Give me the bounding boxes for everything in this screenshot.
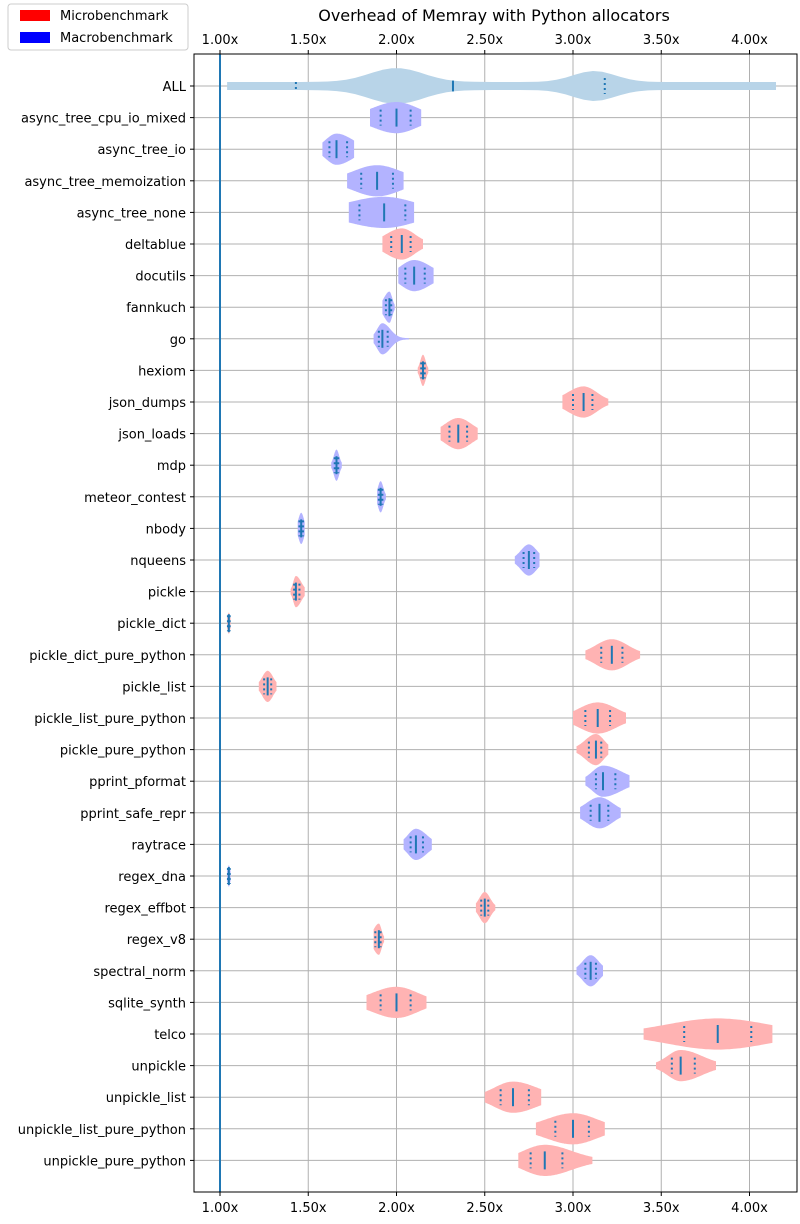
axis-ticks: 1.00x 1.00x 1.50x 1.50x 2.00x 2.00x 2.50x 2.50x… (18, 33, 768, 1216)
y-tick-label: async_tree_none (77, 206, 186, 221)
violin-unpickle_list_pure_python (535, 1113, 605, 1145)
x-tick-label: 3.00x (555, 1201, 592, 1216)
y-tick-label: pickle (148, 586, 186, 601)
x-tick-label: 2.50x (466, 33, 503, 48)
violin-pickle (290, 576, 305, 608)
y-tick-label: deltablue (125, 238, 186, 253)
y-tick-label: json_loads (117, 428, 186, 443)
y-tick-label: pickle_list (122, 680, 186, 695)
violin-json_dumps (562, 386, 609, 418)
violin-docutils (398, 260, 434, 292)
y-tick-label: json_dumps (108, 396, 186, 411)
x-tick-label: 3.50x (643, 1201, 680, 1216)
legend-swatch-macrobenchmark (20, 32, 50, 43)
plot-frame (193, 53, 798, 1193)
x-tick-label: 2.00x (378, 33, 415, 48)
violin-pickle_list_pure_python (573, 702, 626, 734)
y-tick-label: unpickle (131, 1060, 186, 1075)
y-tick-label: ALL (163, 80, 187, 95)
y-tick-label: raytrace (131, 838, 186, 853)
y-tick-label: regex_dna (118, 870, 186, 885)
chart-title: Overhead of Memray with Python allocator… (318, 6, 670, 25)
y-tick-label: pickle_list_pure_python (34, 712, 186, 727)
y-tick-label: pickle_pure_python (60, 744, 186, 759)
y-tick-label: pickle_dict (117, 617, 186, 632)
violins (219, 54, 777, 1192)
y-tick-label: async_tree_io (97, 143, 186, 158)
y-tick-label: async_tree_cpu_io_mixed (21, 112, 186, 127)
x-tick-label: 4.00x (731, 33, 768, 48)
violin-raytrace (403, 828, 432, 860)
violin-unpickle_pure_python (518, 1144, 593, 1176)
x-tick-label: 3.50x (643, 33, 680, 48)
violin-telco (643, 1018, 773, 1050)
y-tick-label: go (170, 333, 186, 348)
legend-box (7, 3, 189, 51)
y-tick-label: pprint_safe_repr (80, 807, 186, 822)
y-tick-label: meteor_contest (84, 491, 186, 506)
violin-async_tree_none (348, 196, 415, 228)
legend-swatch-microbenchmark (20, 10, 50, 21)
legend: Microbenchmark Macrobenchmark (7, 3, 189, 51)
y-tick-label: nbody (146, 522, 187, 537)
y-tick-label: pprint_pformat (89, 775, 186, 790)
x-tick-label: 2.50x (466, 1201, 503, 1216)
violin-ALL (227, 68, 777, 104)
y-tick-label: regex_v8 (127, 933, 186, 948)
violin-async_tree_io (322, 133, 355, 165)
y-tick-label: spectral_norm (93, 965, 186, 980)
y-tick-label: unpickle_list (106, 1091, 186, 1106)
y-tick-label: fannkuch (126, 301, 186, 316)
y-tick-label: telco (154, 1028, 186, 1043)
y-tick-label: docutils (135, 270, 186, 285)
legend-label-macrobenchmark: Macrobenchmark (60, 31, 173, 46)
violin-pickle_pure_python (576, 734, 609, 766)
legend-label-microbenchmark: Microbenchmark (60, 9, 169, 24)
violin-async_tree_memoization (347, 165, 404, 197)
violin-unpickle (656, 1050, 716, 1082)
x-tick-label: 1.50x (290, 1201, 327, 1216)
y-tick-label: regex_effbot (104, 902, 186, 917)
y-tick-label: sqlite_synth (108, 996, 186, 1011)
x-tick-label: 2.00x (378, 1201, 415, 1216)
y-tick-label: unpickle_list_pure_python (18, 1123, 186, 1138)
y-tick-label: pickle_dict_pure_python (29, 649, 186, 664)
y-tick-label: hexiom (138, 364, 186, 379)
violin-go (373, 323, 409, 355)
y-tick-label: unpickle_pure_python (43, 1154, 186, 1169)
violin-nqueens (514, 544, 540, 576)
x-tick-label: 4.00x (731, 1201, 768, 1216)
y-tick-label: mdp (157, 459, 186, 474)
x-tick-label: 1.00x (202, 33, 239, 48)
y-tick-label: nqueens (130, 554, 186, 569)
x-tick-label: 3.00x (555, 33, 592, 48)
x-tick-label: 1.00x (202, 1201, 239, 1216)
x-tick-label: 1.50x (290, 33, 327, 48)
y-tick-label: async_tree_memoization (24, 175, 186, 190)
violin-pprint_pformat (585, 765, 630, 797)
